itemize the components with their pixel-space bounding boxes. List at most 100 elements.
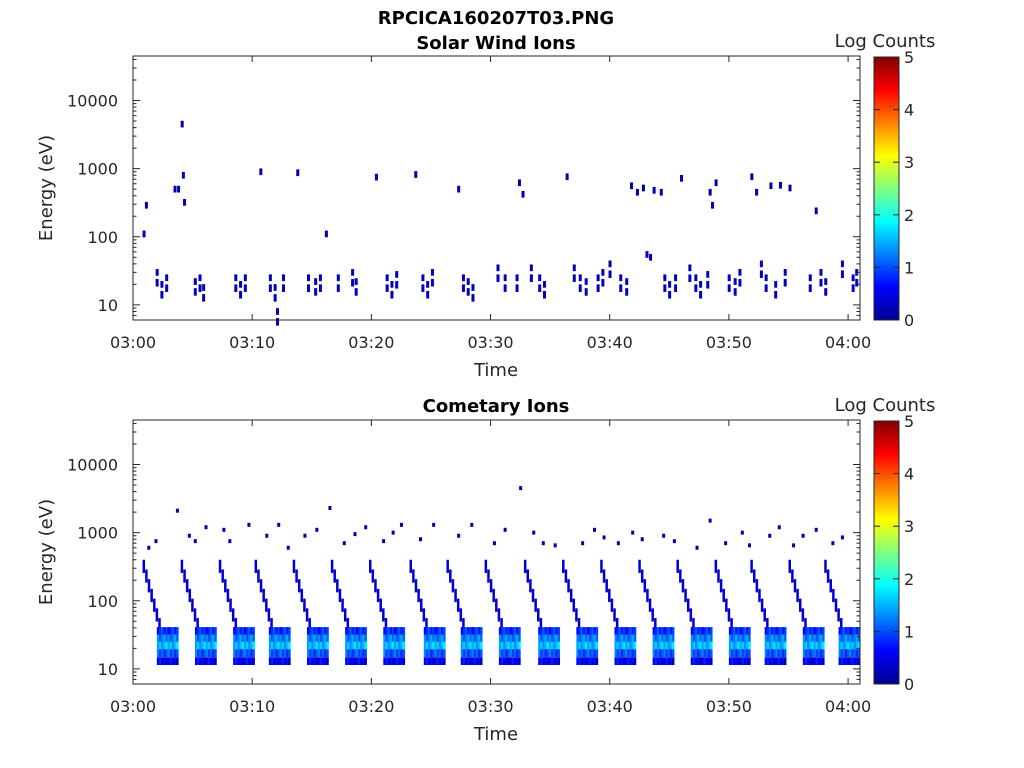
spectrogram-cell [360, 641, 363, 650]
spectrogram-cell [815, 657, 819, 665]
spectrogram-cell [519, 486, 523, 491]
spectrogram-cell [199, 649, 202, 658]
spectrogram-cell [330, 559, 334, 573]
panel-solar-wind: Solar Wind Ions Time Energy (eV) 03:00 03… [36, 31, 935, 381]
spectrogram-cell [739, 634, 743, 643]
spectrogram-cell [773, 641, 776, 650]
spectrogram-cell [394, 641, 397, 650]
spectrogram-cell [507, 641, 510, 650]
spectrogram-cell [231, 608, 235, 622]
spectrogram-cell [308, 618, 311, 632]
spectrogram-cell [351, 649, 355, 658]
spectrogram-cell [669, 627, 673, 635]
spectrogram-cell [338, 588, 342, 603]
spectrogram-cell [275, 657, 278, 665]
spectrogram-cell [627, 649, 630, 658]
spectrogram-cell [507, 657, 510, 665]
y-tick-label: 100 [87, 592, 118, 611]
spectrogram-cell [819, 649, 823, 658]
spectrogram-cell [615, 618, 619, 632]
spectrogram-cell [766, 627, 770, 635]
spectrogram-cell [741, 627, 745, 635]
spectrogram-cell [349, 649, 352, 658]
spectrogram-cell [699, 281, 703, 288]
spectrogram-cell [809, 657, 812, 665]
spectrogram-cell [480, 627, 483, 635]
spectrogram-cell [165, 627, 168, 635]
spectrogram-cell [434, 641, 438, 650]
spectrogram-cell [705, 634, 709, 643]
spectrogram-cell [228, 539, 232, 544]
spectrogram-cell [473, 641, 477, 650]
spectrogram-cell [529, 274, 533, 282]
spectrogram-cell [241, 641, 245, 650]
spectrogram-cell [633, 657, 637, 665]
spectrogram-cell [600, 559, 603, 573]
spectrogram-cell [645, 251, 649, 258]
spectrogram-cell [465, 634, 468, 643]
spectrogram-cell [722, 588, 725, 603]
spectrogram-cell [831, 541, 835, 546]
spectrogram-cell [351, 634, 355, 643]
spectrogram-cell [281, 641, 285, 650]
spectrogram-cell [572, 264, 576, 272]
spectrogram-cell [553, 627, 556, 635]
spectrogram-cell [426, 290, 430, 299]
spectrogram-cell [616, 657, 620, 665]
spectrogram-cell [252, 657, 255, 665]
spectrogram-cell [163, 634, 166, 643]
spectrogram-cell [764, 627, 768, 635]
spectrogram-cell [748, 634, 751, 643]
spectrogram-cell [699, 290, 703, 299]
spectrogram-cell [674, 274, 678, 282]
spectrogram-cell [496, 264, 500, 272]
spectrogram-cell [443, 649, 446, 658]
spectrogram-cell [351, 269, 355, 276]
spectrogram-cell [501, 634, 504, 643]
figure-title: RPCICA160207T03.PNG [378, 8, 614, 29]
spectrogram-cell [358, 657, 361, 665]
spectrogram-cell [286, 641, 289, 650]
spectrogram-cell [324, 657, 327, 665]
spectrogram-cell [857, 649, 861, 658]
spectrogram-cell [802, 641, 806, 650]
spectrogram-cell [167, 657, 171, 665]
spectrogram-cell [814, 207, 818, 215]
spectrogram-cell [623, 641, 626, 650]
spectrogram-cell [430, 278, 434, 287]
spectrogram-cell [239, 281, 243, 288]
spectrogram-cell [181, 171, 185, 179]
spectrogram-cell [252, 627, 255, 635]
y-tick-label: 10 [98, 660, 118, 679]
spectrogram-cell [587, 649, 590, 658]
spectrogram-cell [764, 657, 768, 665]
spectrogram-cell [684, 588, 687, 603]
spectrogram-cell [616, 627, 620, 635]
spectrogram-cell [364, 657, 367, 665]
spectrogram-cell [727, 284, 731, 292]
spectrogram-cell [768, 657, 772, 665]
spectrogram-cell [623, 649, 626, 658]
spectrogram-cell [503, 657, 506, 665]
spectrogram-cell [663, 649, 666, 658]
spectrogram-cell [353, 641, 357, 650]
spectrogram-cell [815, 641, 819, 650]
spectrogram-cell [656, 627, 660, 635]
spectrogram-cell [193, 608, 197, 622]
spectrogram-cell [355, 657, 359, 665]
spectrogram-cell [779, 627, 783, 635]
spectrogram-cell [783, 627, 787, 635]
spectrogram-cell [853, 649, 857, 658]
spectrogram-cell [469, 657, 472, 665]
spectrogram-cell [214, 657, 217, 665]
spectrogram-cell [747, 543, 751, 548]
spectrogram-cell [398, 649, 401, 658]
spectrogram-cell [457, 533, 461, 538]
spectrogram-cell [345, 634, 348, 643]
spectrogram-cell [423, 657, 427, 665]
spectrogram-cell [161, 634, 164, 643]
spectrogram-cell [593, 627, 597, 635]
spectrogram-cell [430, 657, 433, 665]
spectrogram-cell [511, 641, 515, 650]
spectrogram-cell [781, 627, 785, 635]
